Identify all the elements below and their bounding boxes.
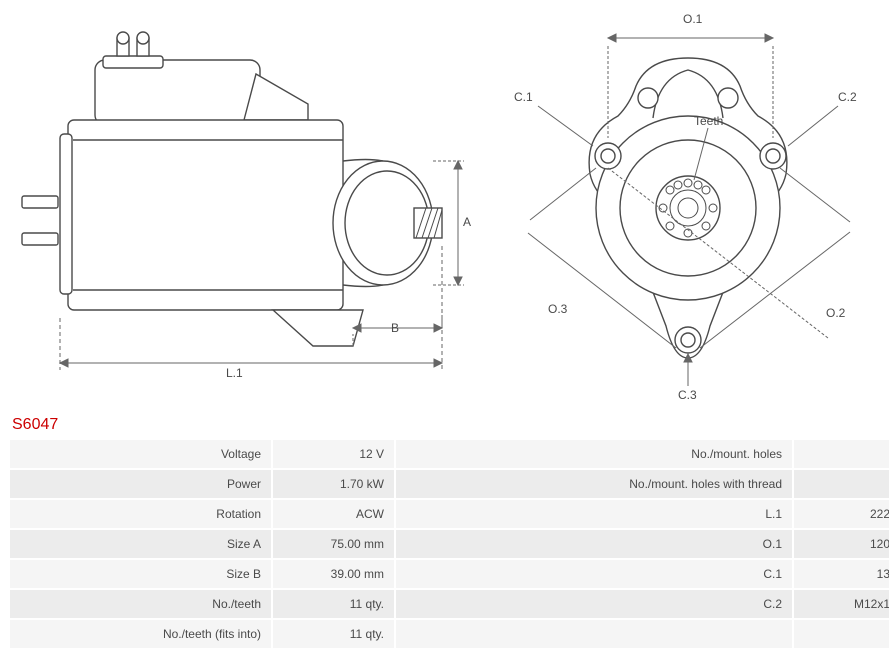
spec-label: C.2 [395,589,793,619]
spec-label [395,619,793,649]
spec-value: M12x1.75 mm [793,589,889,619]
front-view-diagram: O.1 C.1 C.2 C.3 Teeth O.2 O.3 [498,8,878,408]
spec-value: 12 V [272,439,395,469]
spec-label: Size A [9,529,272,559]
spec-label: No./mount. holes with thread [395,469,793,499]
spec-label: No./teeth (fits into) [9,619,272,649]
specs-tbody: Voltage 12 V No./mount. holes 2 qty. Pow… [9,439,889,649]
part-number: S6047 [12,416,881,434]
spec-value [793,619,889,649]
spec-label: C.1 [395,559,793,589]
table-row: No./teeth (fits into) 11 qty. [9,619,889,649]
spec-value: 2 qty. [793,439,889,469]
spec-label: No./teeth [9,589,272,619]
table-row: Voltage 12 V No./mount. holes 2 qty. [9,439,889,469]
specs-table: Voltage 12 V No./mount. holes 2 qty. Pow… [8,438,889,650]
dim-label-o2: O.2 [826,306,845,320]
spec-value: 120.00 mm [793,529,889,559]
dim-label-teeth: Teeth [694,114,723,128]
dim-label-c1: C.1 [514,90,533,104]
spec-value: 222.00 mm [793,499,889,529]
spec-label: Size B [9,559,272,589]
dim-label-l1: L.1 [226,366,243,380]
spec-label: L.1 [395,499,793,529]
spec-label: O.1 [395,529,793,559]
spec-value: 1.70 kW [272,469,395,499]
table-row: Size B 39.00 mm C.1 13.50 mm [9,559,889,589]
table-row: No./teeth 11 qty. C.2 M12x1.75 mm [9,589,889,619]
dim-label-a: A [463,215,471,229]
dim-label-o3: O.3 [548,302,567,316]
spec-value: 1 qty. [793,469,889,499]
spec-label: Power [9,469,272,499]
front-view-svg [498,8,878,408]
side-view-diagram: L.1 B A [8,8,468,388]
table-row: Size A 75.00 mm O.1 120.00 mm [9,529,889,559]
diagram-area: L.1 B A [8,8,881,408]
spec-value: 11 qty. [272,619,395,649]
spec-label: Rotation [9,499,272,529]
spec-value: ACW [272,499,395,529]
table-row: Power 1.70 kW No./mount. holes with thre… [9,469,889,499]
dim-label-c2: C.2 [838,90,857,104]
spec-value: 11 qty. [272,589,395,619]
table-row: Rotation ACW L.1 222.00 mm [9,499,889,529]
dim-label-o1: O.1 [683,12,702,26]
spec-value: 13.50 mm [793,559,889,589]
spec-value: 75.00 mm [272,529,395,559]
dim-label-c3: C.3 [678,388,697,402]
dim-label-b: B [391,321,399,335]
spec-label: Voltage [9,439,272,469]
spec-label: No./mount. holes [395,439,793,469]
spec-value: 39.00 mm [272,559,395,589]
